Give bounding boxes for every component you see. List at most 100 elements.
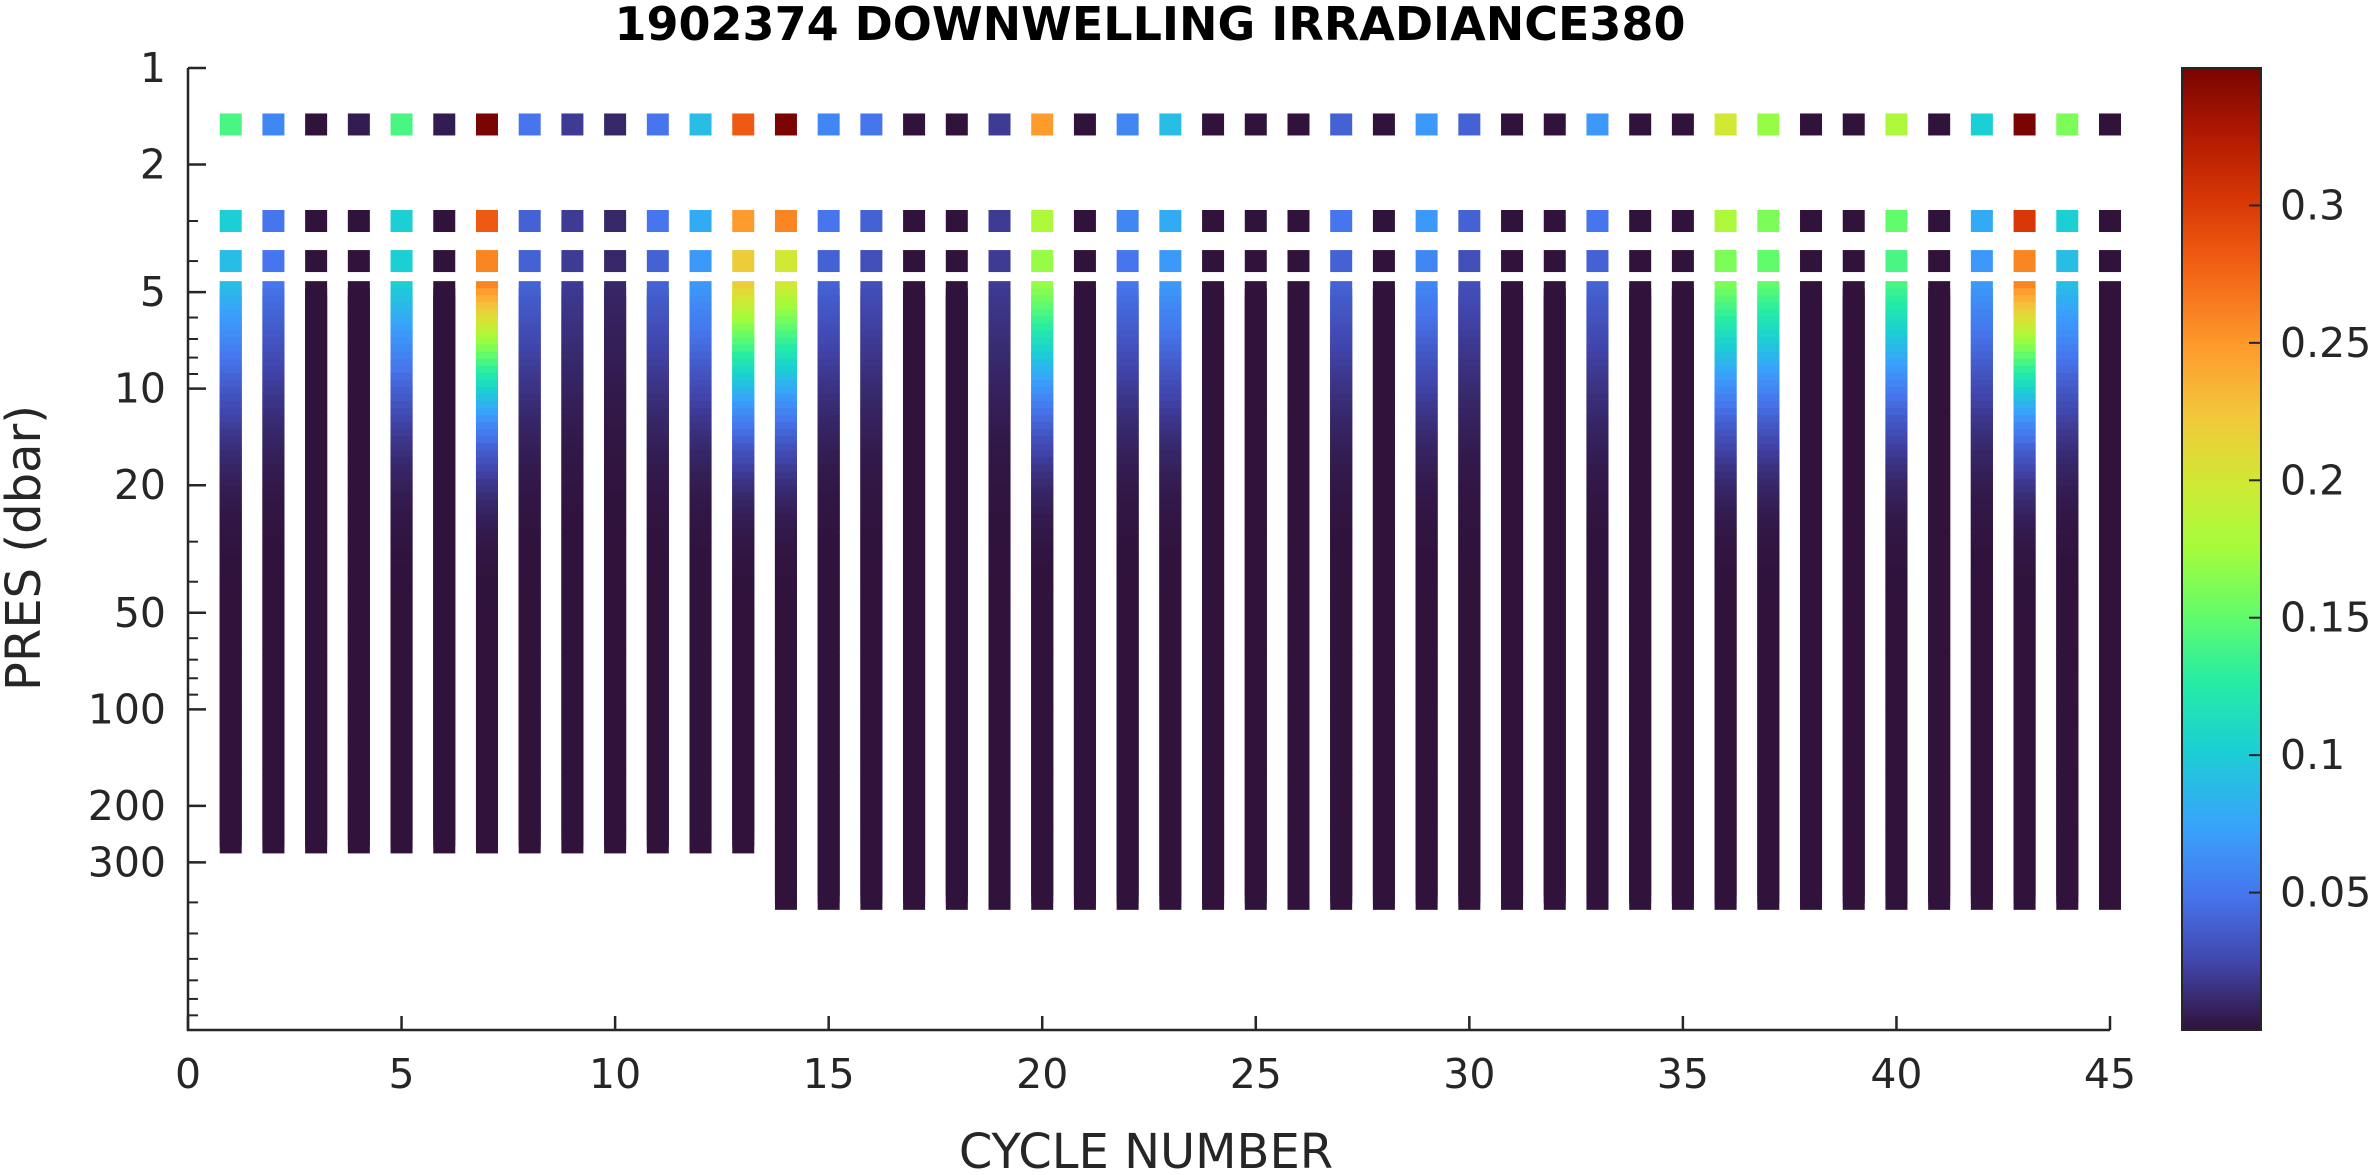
profile-point xyxy=(2056,887,2079,910)
profile-point xyxy=(433,831,456,854)
y-tick-label: 2 xyxy=(140,141,166,189)
surface-point xyxy=(1757,113,1780,136)
surface-point xyxy=(860,113,883,136)
profile-point xyxy=(390,831,413,854)
surface-point xyxy=(262,250,285,273)
colorbar xyxy=(2181,67,2262,1031)
profile-point xyxy=(219,831,242,854)
profile-point xyxy=(1757,887,1780,910)
surface-point xyxy=(347,209,370,232)
surface-point xyxy=(1073,209,1096,232)
profile-point xyxy=(1543,887,1566,910)
profile-point xyxy=(262,831,285,854)
surface-point xyxy=(1842,250,1865,273)
surface-point xyxy=(774,250,797,273)
profile-point xyxy=(732,831,755,854)
surface-point xyxy=(903,250,926,273)
colorbar-tick-group: 0.05 0.1 0.15 0.2 0.25 0.3 xyxy=(2249,181,2371,917)
surface-point xyxy=(1543,250,1566,273)
surface-point xyxy=(1501,250,1524,273)
surface-point xyxy=(1116,250,1139,273)
x-tick-label: 20 xyxy=(1016,1050,1068,1098)
surface-point xyxy=(646,209,669,232)
surface-point xyxy=(1073,250,1096,273)
surface-point xyxy=(2056,113,2079,136)
profile-point xyxy=(1671,887,1694,910)
surface-point xyxy=(1928,209,1951,232)
x-tick-label: 5 xyxy=(389,1050,415,1098)
surface-point xyxy=(860,209,883,232)
surface-point xyxy=(1586,250,1609,273)
surface-point xyxy=(1458,209,1481,232)
surface-point xyxy=(1372,113,1395,136)
profile-point xyxy=(1928,887,1951,910)
y-tick-label: 50 xyxy=(114,589,166,637)
surface-point xyxy=(1757,250,1780,273)
profile-point xyxy=(1031,887,1054,910)
surface-point xyxy=(1244,113,1267,136)
surface-point xyxy=(903,209,926,232)
surface-point xyxy=(1031,209,1054,232)
y-axis-label: PRES (dbar) xyxy=(0,405,52,691)
surface-point xyxy=(988,113,1011,136)
profile-point xyxy=(988,887,1011,910)
profile-point xyxy=(817,887,840,910)
surface-point xyxy=(2013,209,2036,232)
colorbar-tick-label: 0.2 xyxy=(2280,456,2345,504)
profile-point xyxy=(2013,887,2036,910)
surface-point xyxy=(1800,209,1823,232)
surface-point xyxy=(561,209,584,232)
profile-point xyxy=(903,887,926,910)
surface-point xyxy=(817,250,840,273)
surface-point xyxy=(1372,209,1395,232)
surface-point xyxy=(1202,250,1225,273)
surface-point xyxy=(219,250,242,273)
surface-point xyxy=(988,250,1011,273)
x-tick-label: 30 xyxy=(1443,1050,1495,1098)
profile-point xyxy=(1885,887,1908,910)
surface-point xyxy=(817,113,840,136)
surface-point xyxy=(604,250,627,273)
colorbar-tick-label: 0.1 xyxy=(2280,731,2345,779)
surface-point xyxy=(1202,209,1225,232)
surface-point xyxy=(945,209,968,232)
profile-point xyxy=(1800,887,1823,910)
surface-point xyxy=(1714,113,1737,136)
surface-point xyxy=(390,113,413,136)
surface-point xyxy=(262,209,285,232)
y-tick-label: 300 xyxy=(88,838,166,886)
surface-point xyxy=(1415,113,1438,136)
profile-point xyxy=(1372,887,1395,910)
surface-point xyxy=(1671,209,1694,232)
surface-point xyxy=(390,209,413,232)
surface-point xyxy=(1629,209,1652,232)
colorbar-gradient xyxy=(2181,67,2262,1031)
surface-point xyxy=(1330,209,1353,232)
surface-point xyxy=(1586,113,1609,136)
surface-point xyxy=(305,250,328,273)
surface-point xyxy=(475,250,498,273)
profile-point xyxy=(1287,887,1310,910)
surface-point xyxy=(347,250,370,273)
surface-point xyxy=(1671,113,1694,136)
surface-point xyxy=(1586,209,1609,232)
x-tick-label: 0 xyxy=(175,1050,201,1098)
surface-point xyxy=(390,250,413,273)
x-tick-label: 40 xyxy=(1870,1050,1922,1098)
surface-point xyxy=(1287,113,1310,136)
surface-point xyxy=(518,209,541,232)
surface-point xyxy=(518,250,541,273)
surface-point xyxy=(1501,113,1524,136)
y-tick-label: 20 xyxy=(114,461,166,509)
surface-point xyxy=(2099,113,2121,136)
surface-point xyxy=(1501,209,1524,232)
surface-point xyxy=(433,113,456,136)
surface-point xyxy=(1244,250,1267,273)
surface-point xyxy=(1116,113,1139,136)
profile-point xyxy=(1586,887,1609,910)
surface-point xyxy=(1202,113,1225,136)
surface-point xyxy=(860,250,883,273)
surface-point xyxy=(305,209,328,232)
surface-point xyxy=(1970,250,1993,273)
surface-point xyxy=(945,113,968,136)
